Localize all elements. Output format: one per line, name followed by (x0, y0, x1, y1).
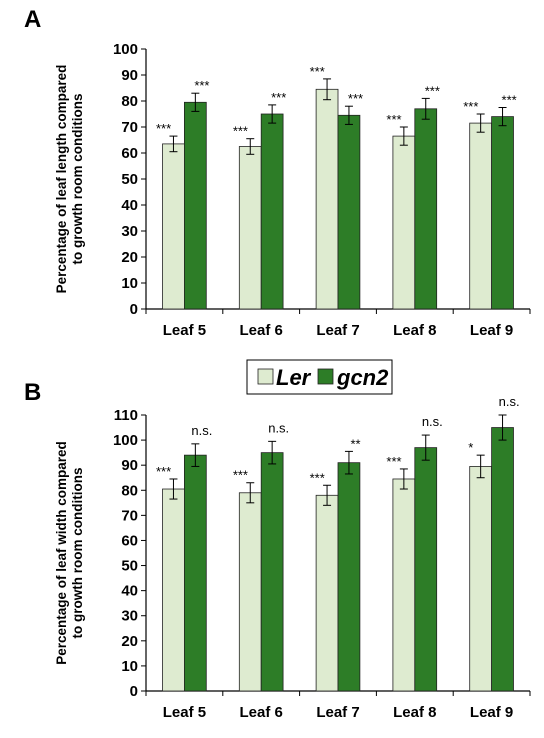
length-bar-gcn2 (260, 113, 284, 310)
width-significance-label: n.s. (422, 414, 443, 429)
length-significance-label: *** (310, 64, 325, 79)
legend-label-ler: Ler (276, 365, 312, 390)
width-y-tick-label: 40 (121, 583, 138, 600)
length-significance-label: *** (271, 90, 286, 105)
width-significance-label: *** (233, 468, 248, 483)
width-bar-gcn2 (260, 452, 284, 692)
width-y-tick-label: 110 (114, 407, 138, 424)
width-significance-label: * (468, 440, 473, 455)
length-y-tick-label: 90 (121, 67, 138, 84)
width-bar-ler (392, 478, 416, 692)
width-y-tick-label: 0 (130, 683, 138, 700)
width-y-tick-label: 100 (113, 432, 138, 449)
length-bar-gcn2 (414, 108, 438, 310)
width-y-tick-label: 50 (121, 558, 138, 575)
length-y-tick-label: 40 (121, 197, 138, 214)
legend-label-gcn2: gcn2 (336, 365, 389, 390)
length-y-tick-label: 0 (130, 301, 138, 318)
length-significance-label: *** (425, 83, 440, 98)
width-y-tick-label: 20 (121, 633, 138, 650)
length-category-label: Leaf 7 (316, 322, 359, 339)
length-y-axis-label-line2: to growth room conditions (70, 94, 85, 265)
length-significance-label: *** (386, 112, 401, 127)
width-bar-gcn2 (414, 447, 438, 692)
width-y-axis-label-line1: Percentage of leaf width compared (54, 441, 69, 665)
legend: Ler gcn2 (246, 359, 393, 395)
width-significance-label: n.s. (268, 420, 289, 435)
width-significance-label: *** (310, 470, 325, 485)
width-significance-label: n.s. (191, 423, 212, 438)
width-y-tick-label: 60 (121, 532, 138, 549)
width-y-tick-label: 80 (121, 482, 138, 499)
length-category-label: Leaf 8 (393, 322, 436, 339)
length-significance-label: *** (233, 124, 248, 139)
width-bar-gcn2 (183, 454, 207, 692)
length-bar-gcn2 (183, 101, 207, 310)
length-bar-ler (392, 135, 416, 310)
length-significance-label: *** (348, 91, 363, 106)
length-y-tick-label: 20 (121, 249, 138, 266)
width-significance-label: n.s. (499, 394, 520, 409)
length-y-tick-label: 70 (121, 119, 138, 136)
width-bar-ler (238, 492, 262, 692)
length-y-tick-label: 60 (121, 145, 138, 162)
length-bar-ler (162, 143, 185, 310)
length-significance-label: *** (194, 78, 209, 93)
width-bar-ler (469, 466, 493, 692)
length-chart: Percentage of leaf length compared to gro… (54, 41, 531, 339)
panel-a-letter: A (24, 6, 41, 33)
length-significance-label: *** (502, 93, 517, 108)
length-category-label: Leaf 5 (163, 322, 206, 339)
width-y-tick-label: 10 (121, 658, 138, 675)
legend-swatch-gcn2 (317, 368, 334, 385)
width-category-label: Leaf 6 (240, 704, 283, 721)
legend-swatch-ler (257, 368, 274, 385)
length-y-tick-label: 10 (121, 275, 138, 292)
width-category-label: Leaf 7 (316, 704, 359, 721)
width-significance-label: *** (386, 454, 401, 469)
width-y-axis-label-line2: to growth room conditions (70, 468, 85, 639)
width-significance-label: ** (350, 436, 360, 451)
length-y-tick-label: 80 (121, 93, 138, 110)
length-bar-gcn2 (491, 116, 514, 310)
width-significance-label: *** (156, 464, 171, 479)
length-significance-label: *** (156, 121, 171, 136)
width-category-label: Leaf 5 (163, 704, 206, 721)
length-y-tick-label: 50 (121, 171, 138, 188)
length-bar-ler (315, 88, 339, 310)
width-bar-ler (162, 488, 185, 692)
length-significance-label: *** (463, 99, 478, 114)
width-category-label: Leaf 8 (393, 704, 436, 721)
length-y-tick-label: 30 (121, 223, 138, 240)
width-y-tick-label: 30 (121, 608, 138, 625)
length-category-label: Leaf 6 (240, 322, 283, 339)
width-bar-ler (315, 494, 339, 692)
length-bar-ler (238, 146, 262, 310)
length-bar-ler (469, 122, 493, 310)
panel-b-letter: B (24, 379, 41, 406)
length-y-tick-label: 100 (113, 41, 138, 58)
width-bar-gcn2 (337, 462, 361, 692)
length-y-axis-label-line1: Percentage of leaf length compared (54, 65, 69, 294)
length-bar-gcn2 (337, 114, 361, 310)
length-category-label: Leaf 9 (470, 322, 513, 339)
width-y-tick-label: 90 (121, 457, 138, 474)
width-bar-gcn2 (491, 427, 514, 692)
width-y-tick-label: 70 (121, 507, 138, 524)
width-category-label: Leaf 9 (470, 704, 513, 721)
width-chart: Percentage of leaf width compared to grow… (54, 394, 531, 721)
